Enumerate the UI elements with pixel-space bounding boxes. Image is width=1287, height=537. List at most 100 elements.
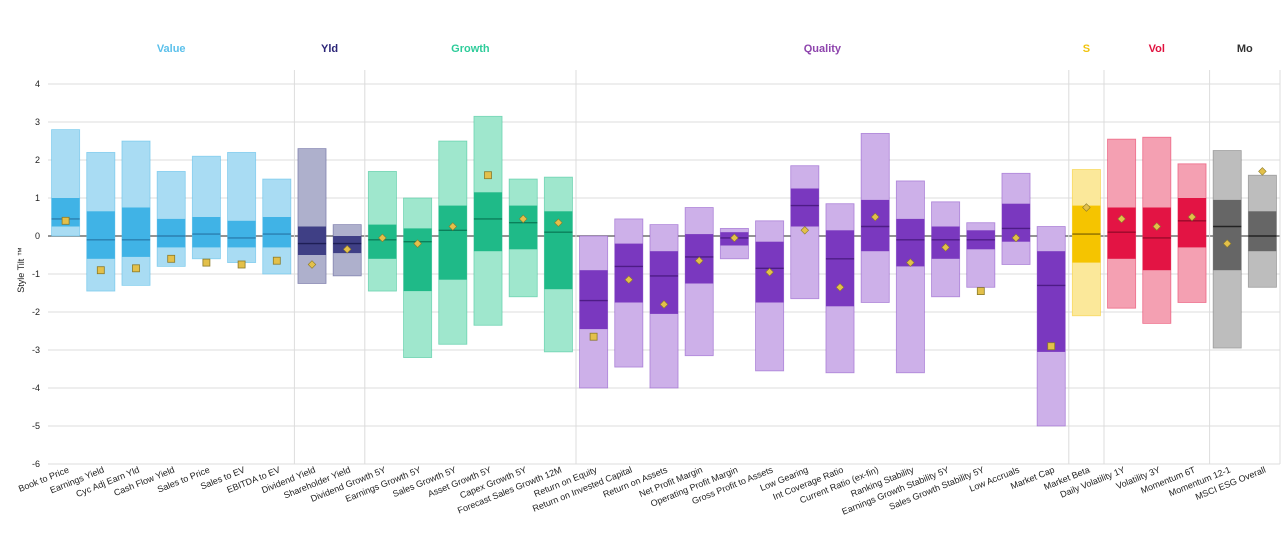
factor-bar	[227, 151, 257, 263]
outer-range-bar	[895, 180, 925, 374]
factor-bar	[508, 178, 538, 298]
inner-range-bar	[1177, 198, 1207, 248]
diamond-marker	[378, 233, 387, 243]
diamond-marker	[518, 214, 528, 224]
diamond-marker	[1187, 212, 1197, 222]
group-titles: ValueYldGrowthQualitySVolMoE	[157, 43, 1253, 55]
diamond-marker	[870, 212, 880, 222]
inner-range-bar	[157, 218, 186, 248]
diamond-marker	[1011, 233, 1021, 243]
group-title: Growth	[451, 43, 490, 55]
factor-bar	[156, 170, 186, 267]
diamond-marker	[413, 239, 422, 248]
diamond-marker	[342, 245, 352, 254]
bars-layer	[51, 115, 1277, 427]
factor-bar	[332, 224, 362, 277]
y-tick-label: -6	[32, 459, 40, 469]
factor-bar	[755, 220, 785, 372]
inner-range-bar	[403, 228, 432, 292]
inner-range-bar	[262, 217, 291, 248]
inner-range-bar	[1213, 199, 1242, 271]
diamond-marker	[624, 275, 634, 284]
inner-range-bar	[825, 230, 855, 307]
square-marker	[272, 256, 281, 265]
factor-bar	[614, 218, 644, 368]
factor-bar	[860, 132, 890, 303]
inner-range-bar	[227, 220, 256, 248]
factor-bar	[1071, 169, 1101, 317]
square-marker	[484, 171, 492, 180]
group-title: Quality	[804, 43, 842, 55]
markers-layer	[61, 167, 1267, 351]
inner-range-bar	[614, 243, 643, 303]
factor-bar	[403, 197, 433, 359]
diamond-marker	[941, 243, 950, 252]
factor-bar	[1001, 172, 1031, 265]
square-marker	[202, 258, 211, 267]
y-tick-label: -5	[32, 421, 40, 431]
y-tick-label: -4	[32, 383, 40, 393]
y-ticks: 4 3 2 1 0 -1 -2 -3 -4 -5 -6	[32, 79, 40, 469]
inner-range-bar	[790, 188, 819, 227]
diamond-marker	[906, 258, 915, 267]
inner-range-bar	[579, 270, 608, 330]
inner-range-bar	[1248, 211, 1277, 252]
factor-bar	[719, 227, 749, 260]
diamond-marker	[307, 260, 317, 269]
diamond-marker	[800, 226, 810, 235]
group-title: Yld	[321, 43, 338, 55]
y-tick-label: 1	[35, 193, 40, 203]
group-title: Vol	[1149, 43, 1165, 55]
inner-range-bar	[931, 226, 960, 259]
inner-range-bar	[1142, 207, 1171, 271]
y-tick-label: 2	[35, 155, 40, 165]
inner-range-bar	[861, 199, 890, 252]
square-marker	[1047, 342, 1056, 351]
inner-range-bar	[509, 205, 538, 250]
factor-bar	[684, 207, 714, 357]
factor-bar	[262, 178, 292, 275]
factor-bar	[579, 235, 609, 389]
inner-range-bar	[333, 236, 362, 254]
factor-bar	[1212, 150, 1242, 349]
inner-range-bar	[1037, 251, 1066, 352]
factor-bar	[895, 180, 925, 374]
square-marker	[589, 332, 598, 341]
group-separators	[293, 70, 1281, 464]
factor-bar	[473, 115, 503, 326]
diamond-marker	[1082, 203, 1091, 212]
diamond-marker	[659, 300, 669, 309]
group-title: Value	[157, 43, 186, 55]
diamond-marker	[1152, 222, 1162, 231]
factor-bar	[1036, 226, 1066, 427]
diamond-marker	[448, 222, 458, 231]
y-tick-label: 4	[35, 79, 40, 89]
diamond-marker	[1258, 167, 1267, 176]
square-marker	[167, 254, 176, 263]
inner-range-bar	[192, 217, 221, 248]
factor-bar	[51, 129, 81, 237]
diamond-marker	[1222, 239, 1232, 248]
factor-bar	[1177, 163, 1207, 303]
inner-range-bar	[86, 211, 115, 259]
factor-bar	[1107, 138, 1137, 309]
diamond-marker	[554, 218, 563, 227]
factor-bar	[438, 140, 468, 345]
diamond-marker	[694, 256, 704, 265]
square-marker	[132, 264, 140, 273]
factor-bar	[86, 151, 116, 292]
factor-bar	[367, 170, 397, 292]
y-tick-label: -3	[32, 345, 40, 355]
factor-bar	[966, 222, 996, 288]
inner-range-bar	[438, 205, 467, 280]
group-title: S	[1083, 43, 1090, 55]
square-marker	[96, 266, 105, 275]
factor-bar	[1247, 174, 1277, 288]
inner-range-bar	[121, 207, 151, 257]
diamond-marker	[765, 267, 774, 277]
y-tick-label: 3	[35, 117, 40, 127]
factor-bar	[543, 176, 573, 353]
